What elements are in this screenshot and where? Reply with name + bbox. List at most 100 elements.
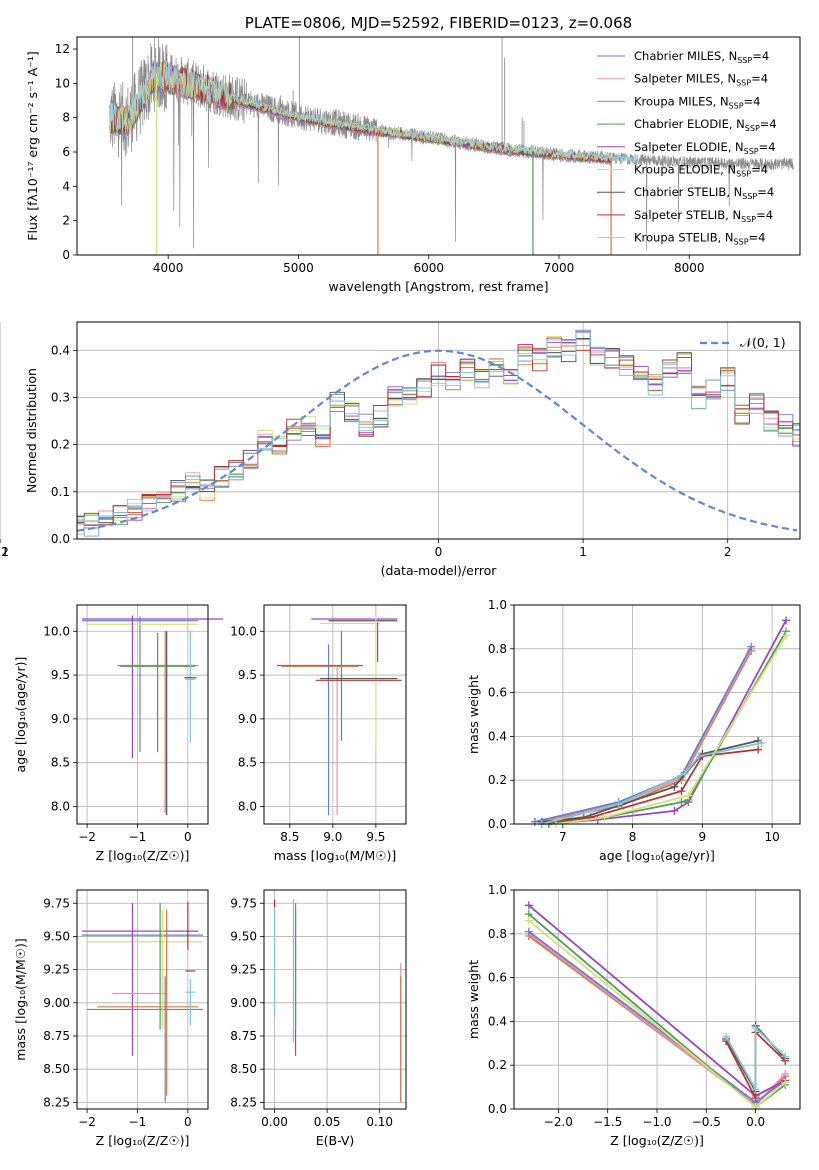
- spectrum-ytick-label: 6: [62, 145, 70, 159]
- mass-vs-EBV-xtick-label: 0.10: [366, 1115, 393, 1129]
- residual-histogram: [77, 336, 800, 535]
- weight-vs-Z-ytick-label: 0.8: [488, 927, 507, 941]
- spectrum-xlabel: wavelength [Angstrom, rest frame]: [328, 279, 548, 294]
- weight-vs-Z-ylabel: mass weight: [466, 960, 481, 1039]
- weight-vs-age-ytick-label: 1.0: [488, 598, 507, 612]
- legend-label: Chabrier MILES, NSSP=4: [634, 49, 769, 65]
- weight-marker: [593, 815, 602, 824]
- weight-vs-age-xtick-label: 8: [629, 830, 637, 844]
- weight-vs-Z-ytick-label: 1.0: [488, 883, 507, 897]
- age-vs-Z-xtick-label: −2: [78, 830, 96, 844]
- age-vs-mass-ytick-label: 9.0: [238, 712, 257, 726]
- text-layer: 4000 5000 6000 7000 8000024681012PLATE=0806,…: [0, 14, 786, 1148]
- weight-marker: [670, 782, 679, 791]
- weight-marker: [684, 791, 693, 800]
- mass-vs-Z-ytick-label: 9.25: [43, 963, 70, 977]
- weight-marker: [670, 806, 679, 815]
- mass-vs-Z-ylabel: mass [log₁₀(M/M☉)]: [13, 938, 28, 1060]
- mass-vs-EBV-ytick-label: 9.00: [230, 996, 257, 1010]
- spectrum-ytick-label: 0: [62, 248, 70, 262]
- spectrum-title: PLATE=0806, MJD=52592, FIBERID=0123, z=0…: [245, 14, 632, 32]
- spectrum-xtick-label: 6000: [413, 261, 444, 275]
- spectrum-ytick-label: 8: [62, 111, 70, 125]
- weight-marker: [781, 1078, 790, 1087]
- residual-histogram: [77, 331, 800, 537]
- residuals-xtick-label: 0: [435, 545, 443, 559]
- residuals-ytick-label: 0.0: [51, 532, 70, 546]
- residual-histogram: [77, 330, 800, 525]
- mass-vs-Z-ytick-label: 9.50: [43, 929, 70, 943]
- legend-label: Kroupa ELODIE, NSSP=4: [634, 163, 768, 179]
- weight-line: [534, 648, 752, 823]
- weight-marker: [524, 916, 533, 925]
- weight-marker: [722, 1032, 731, 1041]
- weight-marker: [680, 769, 689, 778]
- age-vs-Z-ytick-label: 8.5: [51, 756, 70, 770]
- age-vs-Z-xlabel: Z [log₁₀(Z/Z☉)]: [96, 848, 190, 863]
- spectrum-xtick-label: 7000: [544, 261, 575, 275]
- age-vs-mass-xlabel: mass [log₁₀(M/M☉)]: [274, 848, 396, 863]
- age-vs-mass-xtick-label: 9.0: [323, 830, 342, 844]
- mass-vs-Z-ytick-label: 8.50: [43, 1062, 70, 1076]
- mass-vs-EBV-ytick-label: 8.75: [230, 1029, 257, 1043]
- weight-vs-age-xlabel: age [log₁₀(age/yr)]: [599, 848, 715, 863]
- mass-vs-Z-ytick-label: 9.75: [43, 896, 70, 910]
- spectrum-frame: [76, 36, 801, 256]
- residuals-xtick-label: 1: [579, 545, 587, 559]
- spectrum-xtick-label: 4000: [153, 261, 184, 275]
- age-vs-Z-ytick-label: 9.5: [51, 668, 70, 682]
- weight-vs-Z-xlabel: Z [log₁₀(Z/Z☉)]: [610, 1133, 704, 1148]
- age-vs-Z-ytick-label: 8.0: [51, 799, 70, 813]
- age-vs-Z-xtick-label: −1: [129, 830, 147, 844]
- spectrum-ytick-label: 12: [55, 42, 70, 56]
- mass-vs-EBV-ytick-label: 9.25: [230, 963, 257, 977]
- weight-vs-Z-xtick-label: −1.5: [593, 1115, 622, 1129]
- weight-marker: [781, 1052, 790, 1061]
- weight-marker: [524, 927, 533, 936]
- weight-marker: [782, 616, 791, 625]
- weight-marker: [747, 642, 756, 651]
- age-vs-Z-ytick-label: 10.0: [43, 624, 70, 638]
- age-vs-Z-xtick-label: 0: [184, 830, 192, 844]
- age-vs-mass-xtick-label: 9.5: [366, 830, 385, 844]
- legend-label: Chabrier STELIB, NSSP=4: [634, 185, 774, 201]
- weight-vs-age-xtick-label: 9: [699, 830, 707, 844]
- age-vs-mass-ytick-label: 8.0: [238, 799, 257, 813]
- residual-histogram: [77, 338, 800, 529]
- model-spectrum: [109, 57, 612, 162]
- weight-marker: [530, 817, 539, 826]
- weight-vs-age-frame: [513, 604, 801, 825]
- residuals-xtick-label: −2: [0, 545, 9, 559]
- weight-marker: [524, 901, 533, 910]
- spectrum-ylabel: Flux [fλ10⁻¹⁷ erg cm⁻² s⁻¹ A⁻¹]: [25, 51, 40, 240]
- legend-label: Salpeter MILES, NSSP=4: [634, 72, 768, 88]
- gaussian-curve: [77, 349, 798, 532]
- weight-marker: [677, 798, 686, 807]
- weight-vs-Z-xtick-label: −0.5: [692, 1115, 721, 1129]
- mass-vs-EBV-ytick-label: 8.25: [230, 1095, 257, 1109]
- residuals-ytick-label: 0.3: [51, 390, 70, 404]
- residual-histogram: [77, 332, 800, 535]
- mass-vs-Z-xtick-label: 0: [184, 1115, 192, 1129]
- mass-vs-Z-xtick-label: −1: [129, 1115, 147, 1129]
- mass-vs-EBV-frame: [263, 889, 407, 1110]
- spectrum-ytick-label: 4: [62, 179, 70, 193]
- weight-marker: [754, 745, 763, 754]
- residuals-ylabel: Normed distribution: [24, 368, 39, 493]
- age-vs-Z-frame: [76, 604, 209, 825]
- weight-vs-age-ytick-label: 0.4: [488, 729, 507, 743]
- weight-marker: [751, 1085, 760, 1094]
- residuals-ytick-label: 0.2: [51, 438, 70, 452]
- residuals-xtick-label: 2: [724, 545, 732, 559]
- weight-marker: [751, 1023, 760, 1032]
- weight-vs-Z-frame: [513, 889, 801, 1110]
- mass-vs-EBV-xtick-label: 0.05: [314, 1115, 341, 1129]
- residuals-xlabel: (data-model)/error: [381, 563, 498, 578]
- legend-label: Kroupa MILES, NSSP=4: [634, 94, 760, 110]
- spectrum-ytick-label: 2: [62, 214, 70, 228]
- legend-label: Salpeter ELODIE, NSSP=4: [634, 140, 776, 156]
- weight-vs-Z-xtick-label: −2.0: [544, 1115, 573, 1129]
- data-layer: [77, 37, 800, 1111]
- age-vs-mass-ytick-label: 8.5: [238, 756, 257, 770]
